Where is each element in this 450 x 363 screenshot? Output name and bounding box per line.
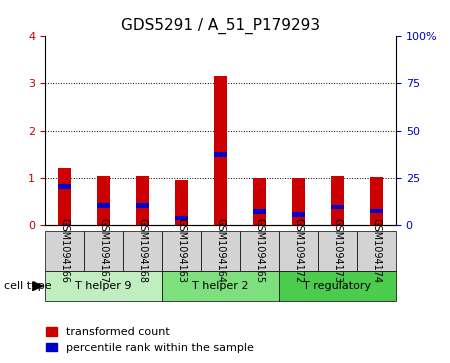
Bar [136,203,149,208]
Text: GSM1094165: GSM1094165 [255,219,265,284]
Bar [201,231,240,271]
Text: GSM1094163: GSM1094163 [176,219,186,284]
Bar [370,177,383,225]
Text: cell type: cell type [4,281,52,291]
Bar [318,231,357,271]
Legend: transformed count, percentile rank within the sample: transformed count, percentile rank withi… [41,323,258,358]
Bar [58,184,71,189]
Text: T regulatory: T regulatory [303,281,372,291]
Bar [58,168,71,225]
Text: GSM1094172: GSM1094172 [293,219,303,284]
Title: GDS5291 / A_51_P179293: GDS5291 / A_51_P179293 [121,17,320,33]
Bar [331,176,344,225]
Bar [175,180,189,225]
Bar [357,231,396,271]
Bar [253,209,266,214]
Bar [84,231,123,271]
Text: GSM1094173: GSM1094173 [333,219,342,284]
Bar [97,203,110,208]
Bar [292,212,305,217]
Bar [331,205,344,209]
Bar [123,231,162,271]
Text: GSM1094164: GSM1094164 [216,219,225,284]
Bar [292,178,305,225]
Bar [370,208,383,213]
Bar [162,231,201,271]
Bar [253,178,266,225]
Bar [97,176,110,225]
Bar [279,231,318,271]
Bar [214,152,227,157]
Bar [45,271,162,301]
Polygon shape [33,282,43,290]
Bar [136,176,149,225]
Text: T helper 9: T helper 9 [75,281,132,291]
Text: GSM1094167: GSM1094167 [99,219,108,284]
Bar [279,271,396,301]
Text: GSM1094174: GSM1094174 [372,219,382,284]
Text: T helper 2: T helper 2 [192,281,249,291]
Bar [162,271,279,301]
Text: GSM1094166: GSM1094166 [59,219,69,284]
Bar [45,231,84,271]
Text: GSM1094168: GSM1094168 [138,219,148,284]
Bar [240,231,279,271]
Bar [175,216,189,220]
Bar [214,77,227,225]
